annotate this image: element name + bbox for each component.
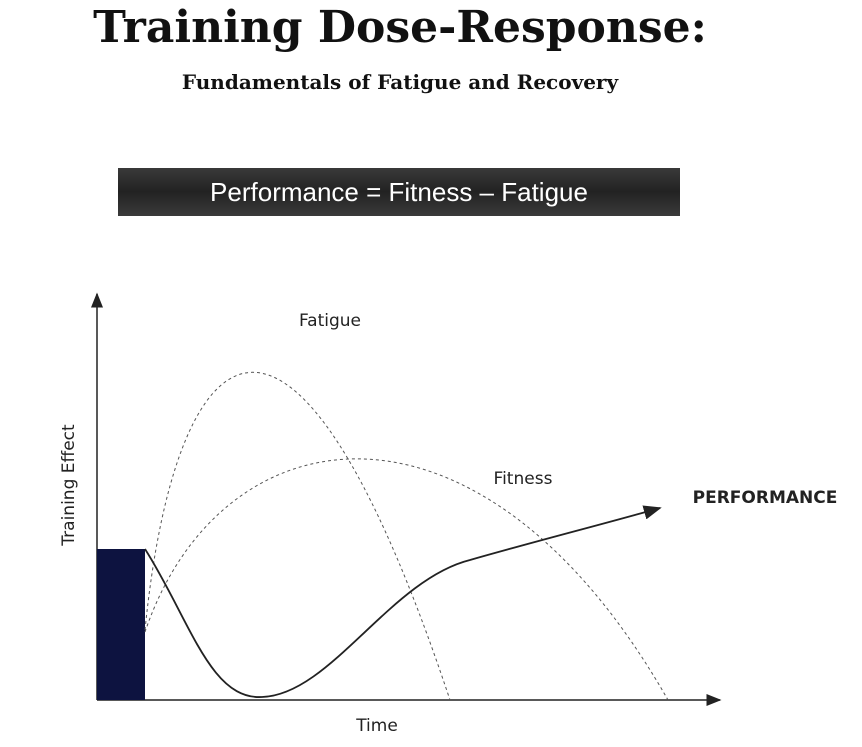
training-dose-block [97, 549, 145, 700]
performance-label: PERFORMANCE [693, 488, 838, 508]
x-axis-label: Time [355, 716, 398, 736]
subtitle: Fundamentals of Fatigue and Recovery [181, 70, 619, 94]
y-axis-label: Training Effect [59, 424, 79, 547]
fitness-curve [144, 458, 669, 701]
performance-curve [144, 505, 662, 698]
title: Training Dose-Response: [93, 2, 707, 53]
fitness-label: Fitness [494, 469, 553, 489]
fatigue-label: Fatigue [299, 311, 361, 331]
formula-banner: Performance = Fitness – Fatigue [118, 168, 680, 216]
fatigue-curve [144, 372, 451, 701]
